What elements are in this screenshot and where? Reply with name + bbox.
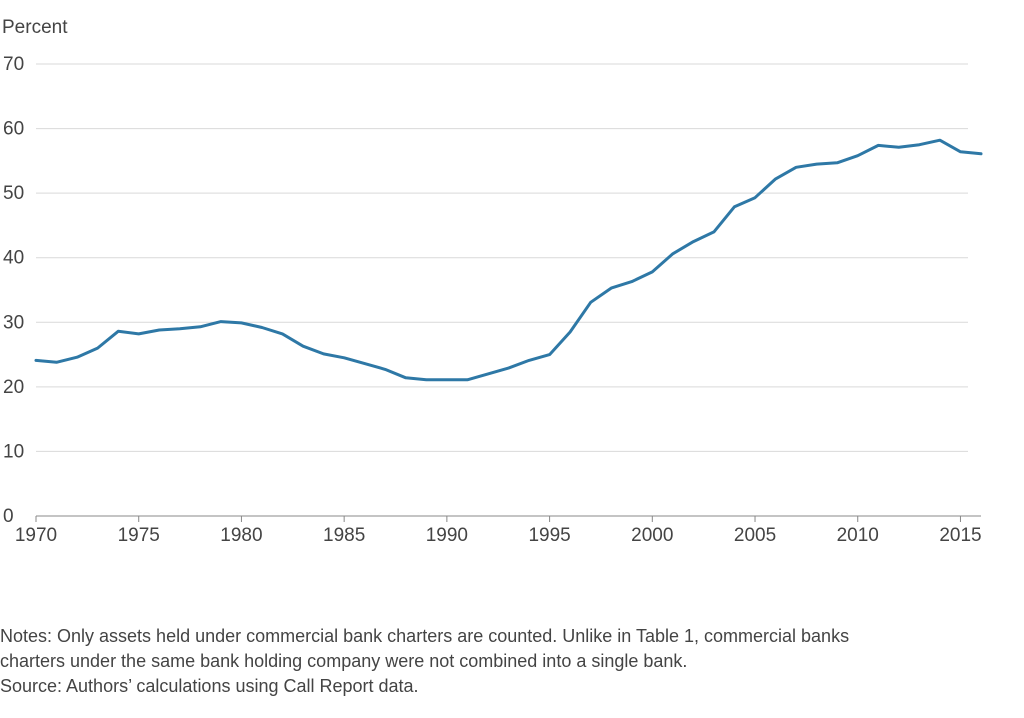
x-tick-label-2015: 2015 [939,525,981,546]
y-tick-label-50: 50 [3,183,24,204]
x-tick-label-2010: 2010 [837,525,879,546]
y-tick-label-70: 70 [3,54,24,75]
x-tick-label-1975: 1975 [118,525,160,546]
y-tick-label-40: 40 [3,248,24,269]
notes-line-1: Notes: Only assets held under commercial… [0,626,850,646]
x-tick-label-2005: 2005 [734,525,776,546]
gridlines [36,63,968,452]
y-axis-unit-label: Percent [2,17,68,38]
source-line: Source: Authors’ calculations using Call… [0,676,419,696]
y-tick-label-10: 10 [3,441,24,462]
y-axis-tick-labels: 0 10 20 30 40 50 60 70 [3,54,24,527]
y-tick-label-60: 60 [3,119,24,140]
y-tick-label-30: 30 [3,312,24,333]
notes-line-2: charters under the same bank holding com… [0,651,688,671]
x-tick-label-2000: 2000 [631,525,673,546]
x-axis: 1970 1975 1980 1985 1990 1995 2000 2005 2010 2015 [15,515,982,546]
chart-notes: Notes: Only assets held under commercial… [0,624,1020,699]
y-tick-label-0: 0 [3,506,14,527]
x-tick-label-1980: 1980 [220,525,262,546]
x-tick-label-1990: 1990 [426,525,468,546]
series-line-0 [34,138,983,382]
x-tick-label-1985: 1985 [323,525,365,546]
series-layer [34,138,983,382]
x-tick-label-1995: 1995 [528,525,570,546]
x-tick-label-1970: 1970 [15,525,57,546]
y-tick-label-20: 20 [3,377,24,398]
line-chart: Percent 0 10 20 30 40 50 60 70 1970 1975 1980 1985… [2,17,983,546]
